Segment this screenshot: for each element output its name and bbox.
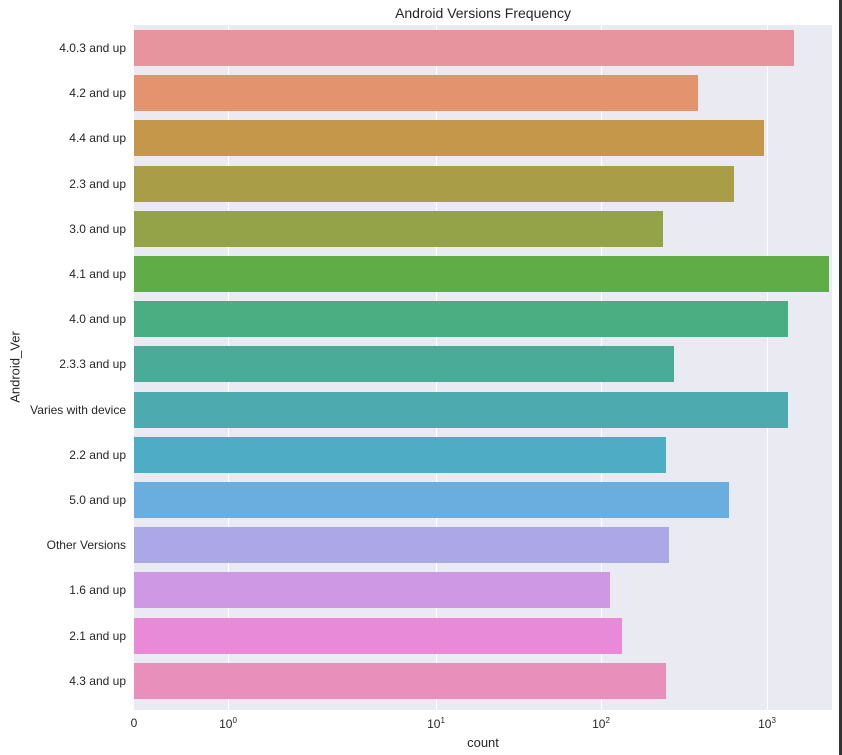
bar	[134, 662, 666, 699]
y-tick-label: 4.0.3 and up	[59, 41, 126, 55]
chart-title: Android Versions Frequency	[395, 5, 571, 21]
y-tick-label: 4.0 and up	[69, 312, 126, 327]
bar	[134, 436, 666, 473]
plot-area	[134, 25, 832, 710]
bar	[134, 482, 729, 518]
window-edge	[839, 0, 842, 755]
y-tick-label: 4.4 and up	[69, 131, 126, 146]
x-tick-label: 100	[219, 716, 237, 731]
y-tick-label: 2.3 and up	[69, 176, 126, 191]
bar	[134, 30, 794, 66]
x-tick-label: 102	[592, 716, 610, 731]
bar	[134, 301, 789, 338]
y-tick-label: 5.0 and up	[69, 493, 126, 507]
bar	[134, 75, 699, 112]
x-tick-label: 0	[130, 716, 138, 730]
bar	[134, 120, 765, 157]
y-tick-label: 2.2 and up	[69, 447, 126, 462]
x-tick-label: 101	[427, 716, 445, 731]
x-axis-label: count	[467, 735, 499, 750]
x-gridline	[767, 25, 768, 710]
y-tick-label: Varies with device	[30, 402, 126, 417]
y-tick-label: Other Versions	[46, 538, 126, 553]
y-tick-label: 3.0 and up	[69, 221, 126, 236]
bar	[134, 572, 610, 609]
y-tick-label: 1.6 and up	[69, 583, 126, 598]
bar	[134, 617, 622, 654]
y-tick-label: 4.1 and up	[69, 267, 126, 281]
y-axis-label: Android_Ver	[7, 331, 23, 403]
y-tick-label: 4.2 and up	[69, 86, 126, 101]
bar	[134, 210, 664, 247]
bar	[134, 391, 789, 428]
bar	[134, 256, 830, 292]
bar	[134, 346, 674, 383]
bar	[134, 165, 734, 202]
bar	[134, 527, 670, 564]
y-tick-label: 4.3 and up	[69, 673, 126, 688]
y-tick-label: 2.3.3 and up	[59, 357, 126, 372]
y-tick-label: 2.1 and up	[69, 628, 126, 643]
x-tick-label: 103	[758, 716, 776, 731]
